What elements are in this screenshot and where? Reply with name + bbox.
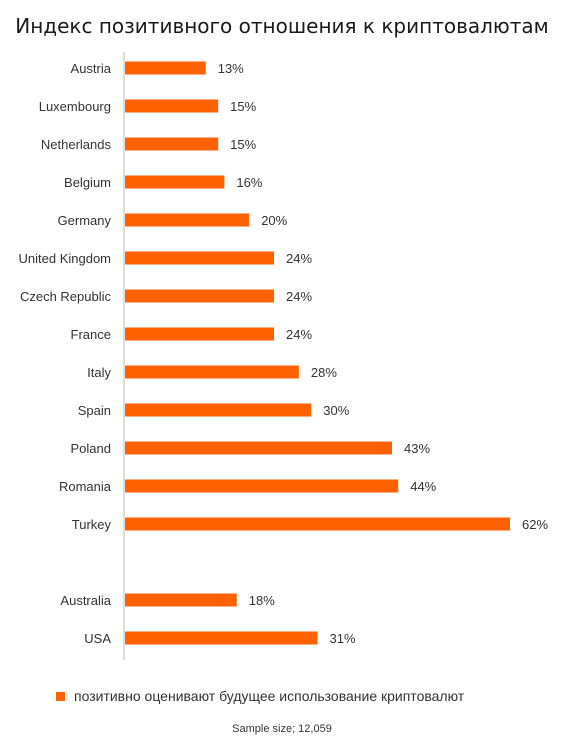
category-label: USA <box>84 631 111 646</box>
category-label: United Kingdom <box>19 251 112 266</box>
value-label: 31% <box>330 631 356 646</box>
bar <box>125 175 225 189</box>
bar <box>125 61 206 75</box>
value-label: 24% <box>286 251 312 266</box>
chart-title: Индекс позитивного отношения к криптовал… <box>15 14 549 38</box>
bar-chart: Austria 13% Luxembourg 15% Netherlands 15% Bel… <box>19 52 548 660</box>
bar <box>125 365 299 379</box>
category-label: Australia <box>60 593 111 608</box>
value-label: 44% <box>410 479 436 494</box>
bar <box>125 289 275 303</box>
category-label: Spain <box>78 403 111 418</box>
bar <box>125 137 219 151</box>
category-label: Belgium <box>64 175 111 190</box>
bar <box>125 327 275 341</box>
legend-label: позитивно оценивают будущее использовани… <box>74 688 465 704</box>
bar <box>125 99 219 113</box>
bar <box>125 479 399 493</box>
value-label: 20% <box>261 213 287 228</box>
bar <box>125 517 510 531</box>
value-label: 13% <box>218 61 244 76</box>
legend-swatch <box>56 691 65 701</box>
bar <box>125 631 318 645</box>
value-label: 43% <box>404 441 430 456</box>
value-label: 18% <box>249 593 275 608</box>
sample-size-note: Sample size; 12,059 <box>232 723 332 735</box>
value-label: 15% <box>230 99 256 114</box>
bar <box>125 403 312 417</box>
bar <box>125 213 250 227</box>
value-label: 28% <box>311 365 337 380</box>
category-label: Poland <box>71 441 111 456</box>
category-label: Germany <box>58 213 112 228</box>
category-label: Czech Republic <box>20 289 112 304</box>
value-label: 24% <box>286 289 312 304</box>
category-label: Austria <box>71 61 112 76</box>
bar <box>125 441 393 455</box>
category-label: Netherlands <box>41 137 112 152</box>
value-label: 30% <box>323 403 349 418</box>
bar <box>125 593 237 607</box>
category-label: Italy <box>87 365 111 380</box>
value-label: 62% <box>522 517 548 532</box>
legend: позитивно оценивают будущее использовани… <box>56 688 464 704</box>
value-label: 16% <box>236 175 262 190</box>
bar <box>125 251 275 265</box>
category-label: France <box>71 327 111 342</box>
category-label: Luxembourg <box>39 99 111 114</box>
category-label: Romania <box>59 479 112 494</box>
value-label: 24% <box>286 327 312 342</box>
value-label: 15% <box>230 137 256 152</box>
category-label: Turkey <box>72 517 112 532</box>
